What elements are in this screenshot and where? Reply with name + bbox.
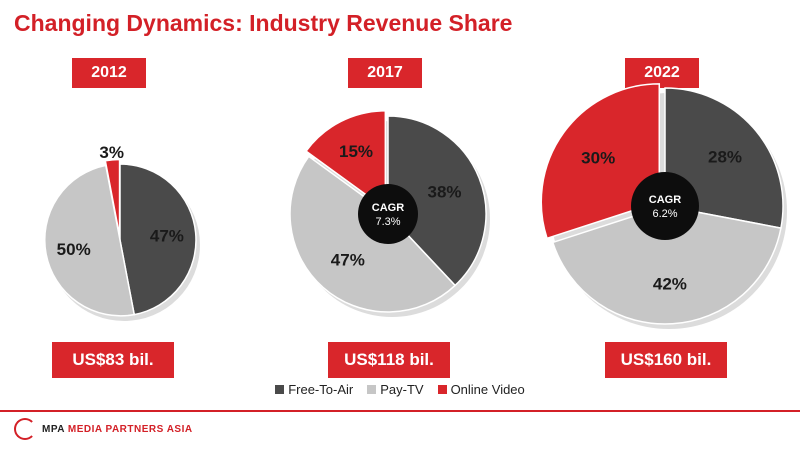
legend-item-pay-tv: Pay-TV bbox=[367, 382, 424, 397]
total-revenue-2012: US$83 bil. bbox=[52, 342, 174, 378]
total-revenue-2022: US$160 bil. bbox=[605, 342, 727, 378]
slice-label-2017-online-video: 15% bbox=[339, 142, 373, 161]
pie-slice-2012-pay-tv bbox=[44, 164, 136, 317]
slice-label-2012-free-to-air: 47% bbox=[150, 227, 184, 246]
logo-name: MEDIA PARTNERS ASIA bbox=[67, 423, 193, 435]
cagr-label-2017: CAGR bbox=[372, 202, 404, 214]
cagr-badge-2022 bbox=[631, 172, 699, 240]
logo-text: MPA MEDIA PARTNERS ASIA bbox=[42, 424, 193, 435]
year-label-2012: 2012 bbox=[72, 58, 146, 88]
legend-swatch-pay-tv bbox=[367, 385, 377, 394]
cagr-badge-2017 bbox=[358, 184, 418, 244]
year-label-2022: 2022 bbox=[625, 58, 699, 88]
cagr-value-2017: 7.3% bbox=[375, 216, 400, 228]
pie-2017: 38% 47% 15% CAGR 7.3% bbox=[289, 110, 490, 317]
slice-label-2017-pay-tv: 47% bbox=[331, 251, 365, 270]
slice-label-2022-online-video: 30% bbox=[581, 148, 615, 167]
chart-legend: Free-To-Air Pay-TV Online Video bbox=[250, 382, 550, 397]
logo-abbr: MPA bbox=[42, 423, 65, 435]
pie-slice-2017-free-to-air bbox=[387, 115, 487, 287]
slice-label-2012-pay-tv: 50% bbox=[57, 240, 91, 259]
slice-label-2012-online-video: 3% bbox=[99, 143, 124, 162]
pie-2022: 28% 42% 30% CAGR 6.2% bbox=[540, 83, 787, 329]
legend-swatch-free-to-air bbox=[275, 385, 285, 394]
footer-divider bbox=[0, 410, 800, 412]
slice-label-2022-pay-tv: 42% bbox=[653, 275, 687, 294]
footer-logo: MPA MEDIA PARTNERS ASIA bbox=[14, 418, 193, 440]
legend-label: Pay-TV bbox=[380, 382, 424, 397]
legend-item-free-to-air: Free-To-Air bbox=[275, 382, 353, 397]
pie-2012: 47% 50% 3% bbox=[44, 143, 200, 321]
legend-swatch-online-video bbox=[437, 385, 447, 394]
total-revenue-2017: US$118 bil. bbox=[328, 342, 450, 378]
year-label-2017: 2017 bbox=[348, 58, 422, 88]
pie-slice-2012-online-video bbox=[104, 158, 121, 236]
page-title: Changing Dynamics: Industry Revenue Shar… bbox=[14, 10, 513, 36]
pie-slice-2022-pay-tv bbox=[551, 205, 782, 325]
cagr-value-2022: 6.2% bbox=[652, 208, 677, 220]
pie-slice-2022-online-video bbox=[540, 83, 661, 240]
legend-label: Online Video bbox=[450, 382, 525, 397]
pie-slice-2017-online-video bbox=[305, 110, 387, 211]
legend-item-online-video: Online Video bbox=[437, 382, 525, 397]
pie-slice-2012-free-to-air bbox=[119, 163, 197, 316]
legend-label: Free-To-Air bbox=[288, 382, 354, 397]
cagr-label-2022: CAGR bbox=[649, 194, 681, 206]
slice-label-2022-free-to-air: 28% bbox=[708, 147, 742, 166]
slice-label-2017-free-to-air: 38% bbox=[427, 183, 461, 202]
mpa-logo-icon bbox=[14, 418, 36, 440]
